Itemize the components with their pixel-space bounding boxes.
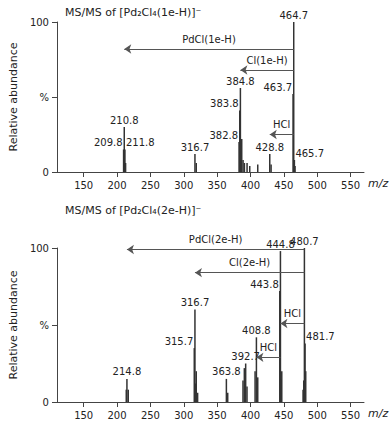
svg-text:211.8: 211.8 [126, 137, 155, 148]
svg-text:550: 550 [341, 410, 360, 421]
svg-text:Relative abundance: Relative abundance [7, 42, 20, 151]
svg-text:HCl: HCl [284, 308, 301, 319]
svg-text:150: 150 [74, 180, 93, 191]
svg-text:%: % [39, 320, 49, 331]
svg-text:PdCl(2e-H): PdCl(2e-H) [189, 234, 243, 245]
svg-text:383.8: 383.8 [210, 98, 239, 109]
svg-text:Cl(2e-H): Cl(2e-H) [229, 257, 270, 268]
svg-text:m/z: m/z [368, 177, 388, 190]
svg-text:MS/MS of [Pd₂Cl₄(2e-H)]⁻: MS/MS of [Pd₂Cl₄(2e-H)]⁻ [65, 204, 202, 217]
svg-text:384.8: 384.8 [226, 76, 255, 87]
svg-text:200: 200 [108, 180, 127, 191]
svg-text:209.8: 209.8 [94, 137, 123, 148]
svg-text:444.8: 444.8 [266, 238, 295, 250]
svg-text:Relative abundance: Relative abundance [7, 270, 20, 379]
svg-text:550: 550 [341, 180, 360, 191]
svg-text:PdCl(1e-H): PdCl(1e-H) [182, 34, 236, 45]
svg-text:350: 350 [208, 180, 227, 191]
svg-text:480.7: 480.7 [290, 236, 319, 247]
svg-text:300: 300 [174, 410, 193, 421]
svg-text:100: 100 [30, 17, 49, 28]
svg-text:100: 100 [30, 243, 49, 254]
svg-text:500: 500 [308, 180, 327, 191]
svg-text:481.7: 481.7 [306, 331, 335, 342]
svg-text:250: 250 [141, 180, 160, 191]
svg-text:315.7: 315.7 [165, 336, 194, 347]
svg-text:Cl(1e-H): Cl(1e-H) [246, 55, 287, 66]
svg-text:443.8: 443.8 [250, 279, 279, 290]
svg-text:400: 400 [241, 410, 260, 421]
svg-text:408.8: 408.8 [242, 325, 271, 336]
svg-text:392.7: 392.7 [231, 351, 260, 362]
svg-text:300: 300 [174, 180, 193, 191]
svg-text:HCl: HCl [260, 342, 277, 353]
svg-text:450: 450 [274, 180, 293, 191]
svg-text:MS/MS of [Pd₂Cl₄(1e-H)]⁻: MS/MS of [Pd₂Cl₄(1e-H)]⁻ [65, 6, 202, 19]
svg-text:200: 200 [108, 410, 127, 421]
svg-text:363.8: 363.8 [212, 366, 241, 377]
svg-text:%: % [39, 92, 49, 103]
svg-text:150: 150 [74, 410, 93, 421]
svg-text:464.7: 464.7 [279, 10, 308, 21]
svg-text:214.8: 214.8 [113, 366, 142, 377]
svg-text:316.7: 316.7 [181, 297, 210, 308]
svg-text:210.8: 210.8 [110, 115, 139, 126]
svg-text:382.8: 382.8 [209, 130, 238, 141]
svg-text:500: 500 [308, 410, 327, 421]
svg-text:m/z: m/z [368, 407, 388, 420]
svg-text:428.8: 428.8 [255, 142, 284, 153]
svg-text:316.7: 316.7 [181, 142, 210, 153]
svg-text:350: 350 [208, 410, 227, 421]
svg-text:400: 400 [241, 180, 260, 191]
svg-text:0: 0 [43, 167, 49, 178]
svg-text:465.7: 465.7 [295, 148, 324, 159]
svg-text:463.7: 463.7 [263, 82, 292, 93]
svg-text:0: 0 [43, 397, 49, 408]
svg-text:HCl: HCl [273, 119, 290, 130]
svg-text:250: 250 [141, 410, 160, 421]
svg-text:450: 450 [274, 410, 293, 421]
